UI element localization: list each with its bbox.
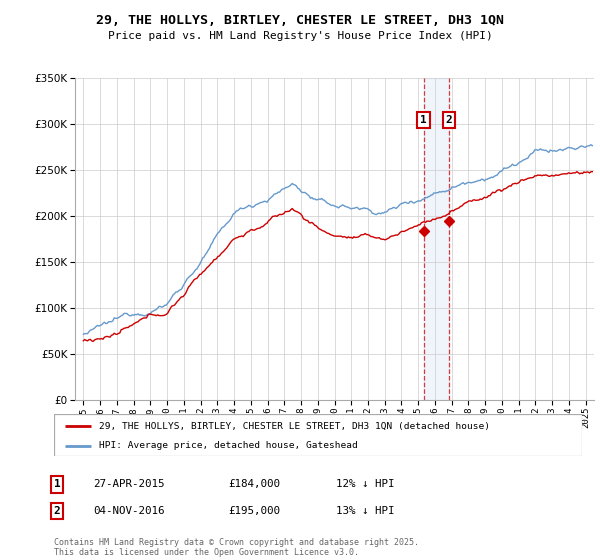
Bar (424, 78, 449, 400)
Text: 27-APR-2015: 27-APR-2015 (93, 479, 164, 489)
Text: 2: 2 (446, 115, 452, 125)
Text: £184,000: £184,000 (228, 479, 280, 489)
Text: Contains HM Land Registry data © Crown copyright and database right 2025.
This d: Contains HM Land Registry data © Crown c… (54, 538, 419, 557)
Text: 29, THE HOLLYS, BIRTLEY, CHESTER LE STREET, DH3 1QN: 29, THE HOLLYS, BIRTLEY, CHESTER LE STRE… (96, 14, 504, 27)
Text: 29, THE HOLLYS, BIRTLEY, CHESTER LE STREET, DH3 1QN (detached house): 29, THE HOLLYS, BIRTLEY, CHESTER LE STRE… (99, 422, 490, 431)
Text: 12% ↓ HPI: 12% ↓ HPI (336, 479, 395, 489)
Text: 13% ↓ HPI: 13% ↓ HPI (336, 506, 395, 516)
Text: 04-NOV-2016: 04-NOV-2016 (93, 506, 164, 516)
Text: HPI: Average price, detached house, Gateshead: HPI: Average price, detached house, Gate… (99, 441, 358, 450)
Text: 1: 1 (53, 479, 61, 489)
Text: £195,000: £195,000 (228, 506, 280, 516)
Text: 2: 2 (53, 506, 61, 516)
Text: 1: 1 (420, 115, 427, 125)
Text: Price paid vs. HM Land Registry's House Price Index (HPI): Price paid vs. HM Land Registry's House … (107, 31, 493, 41)
